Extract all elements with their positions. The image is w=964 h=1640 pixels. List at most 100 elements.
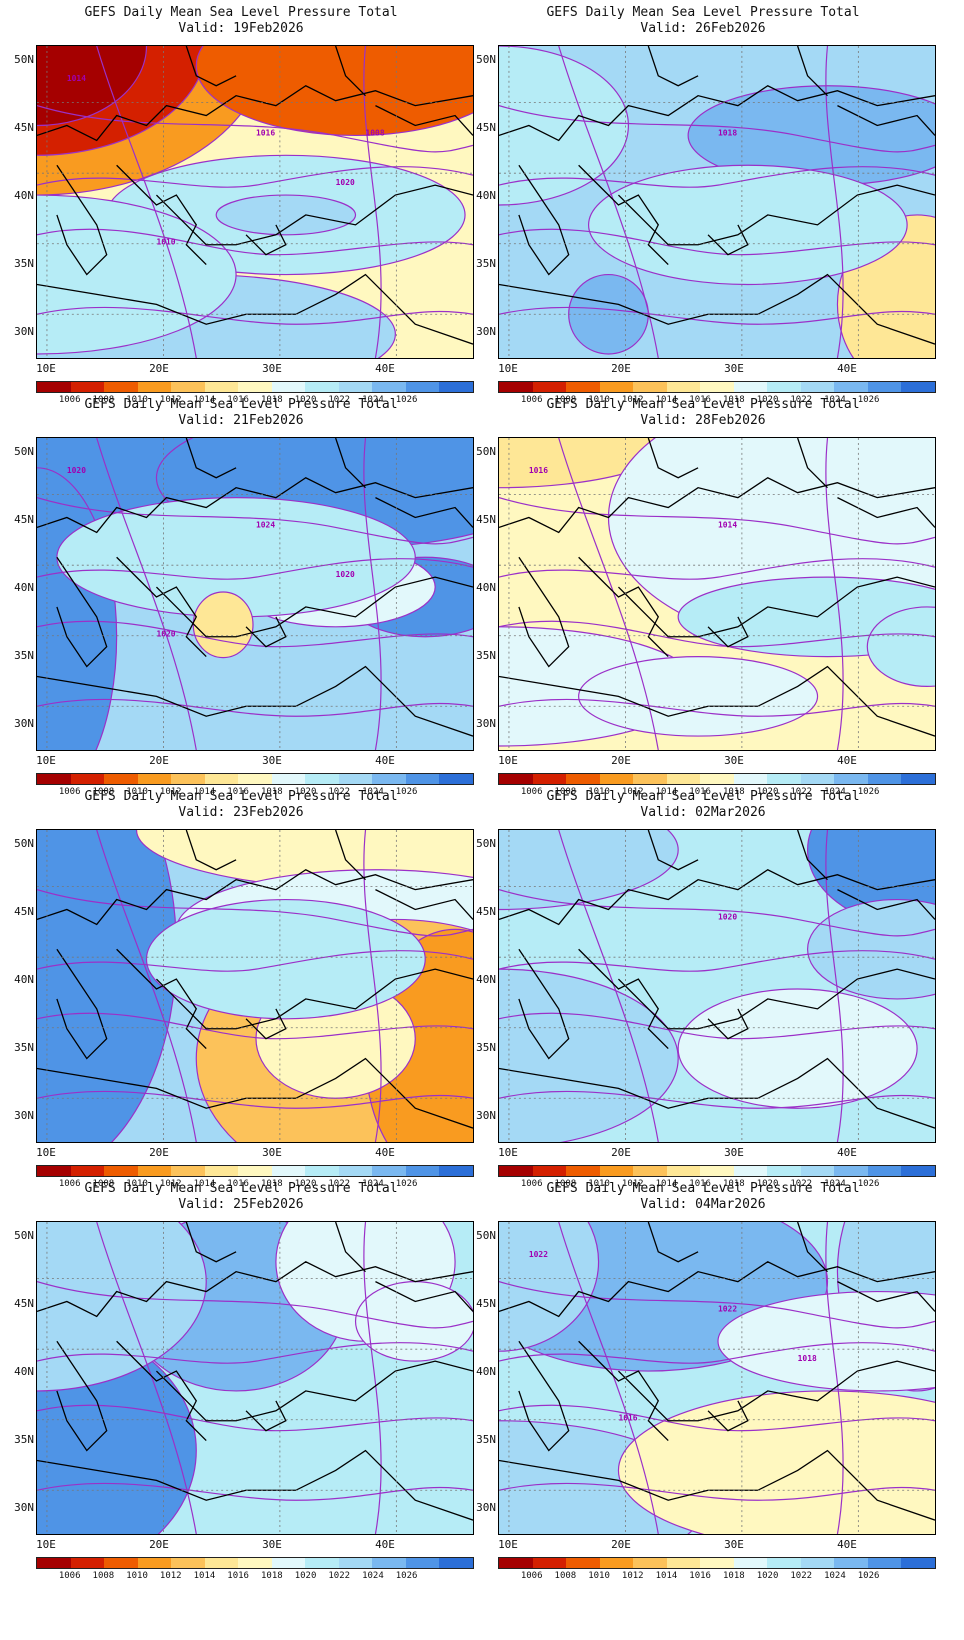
longitude-label: 20E [149,1146,169,1159]
colorbar-label: 1012 [159,1179,182,1189]
colorbar-swatch [271,382,306,392]
colorbar-label: 1010 [588,787,610,797]
isobar-label: 1020 [718,912,737,921]
colorbar-label: 1022 [328,1179,351,1189]
colorbar-swatch [372,382,406,392]
coastline [116,164,207,266]
colorbar-label: 1006 [58,1571,81,1581]
colorbar-swatch [599,1166,634,1176]
colorbar-label: 1012 [159,787,182,797]
colorbar-label: 1012 [621,787,644,797]
colorbar-label: 1014 [193,395,216,405]
colorbar-label: 1022 [790,1179,813,1189]
isobar-line [363,438,382,750]
colorbar-label: 1018 [261,1179,283,1189]
colorbar-label: 1006 [520,395,543,405]
coastline [499,1260,935,1318]
colorbar-label: 1012 [621,1571,644,1581]
colorbar-label: 1008 [554,1571,577,1581]
title-line: GEFS Daily Mean Sea Level Pressure Total [84,1181,398,1196]
isobar-line [499,228,935,256]
colorbar-swatch [800,1558,835,1568]
colorbar-label: 1016 [227,787,249,797]
colorbar-swatch [271,1166,306,1176]
isobar-label: 1016 [256,128,275,137]
colorbar-label: 1024 [362,1179,384,1189]
colorbar-swatch [633,1558,667,1568]
longitude-label: 20E [149,754,169,767]
colorbar-swatch [733,1166,768,1176]
latitude-label: 40N [476,189,496,202]
valid-date: Valid: 19Feb2026 [178,21,304,36]
longitude-label: 30E [724,754,744,767]
coastline [797,46,828,97]
coastline [617,968,935,1030]
longitude-label: 10E [498,754,518,767]
coastline [578,948,669,1050]
colorbar-label: 1026 [857,1571,880,1581]
isobar-line [499,105,935,153]
colorbar-label: 1012 [621,1179,644,1189]
isobar-label: 1008 [365,128,384,137]
coastline [647,438,699,479]
colorbar-label: 1024 [824,1179,846,1189]
map-panel: GEFS Daily Mean Sea Level Pressure Total… [0,784,482,1194]
isobar-line [499,1012,935,1040]
longitude-label: 30E [262,1146,282,1159]
colorbar-swatch [271,774,306,784]
panel-title: GEFS Daily Mean Sea Level Pressure Total… [0,1181,482,1213]
map-panel: GEFS Daily Mean Sea Level Pressure Total… [0,392,482,802]
colorbar [498,773,936,785]
colorbar-label: 1008 [92,395,115,405]
colorbar-label: 1008 [554,395,577,405]
colorbar-swatch [733,382,768,392]
colorbar-swatch [834,1166,868,1176]
colorbar-swatch [800,1166,835,1176]
colorbar-label: 1020 [756,787,779,797]
longitude-label: 40E [837,754,857,767]
pressure-contour-region [192,591,254,659]
coastline [578,1340,669,1442]
colorbar-swatch [70,382,105,392]
colorbar-swatch [733,774,768,784]
colorbar-swatch [901,774,935,784]
colorbar-swatch [137,382,172,392]
coastline [797,830,828,881]
colorbar-label: 1022 [328,395,351,405]
pressure-contour-region [499,46,629,206]
colorbar-swatch [405,774,440,784]
latitude-label: 40N [14,189,34,202]
colorbar-label: 1020 [294,787,317,797]
latitude-label: 35N [14,1433,34,1446]
longitude-label: 40E [375,1146,395,1159]
latitude-label: 45N [14,1297,34,1310]
latitude-label: 35N [14,257,34,270]
coastline [578,556,669,658]
colorbar-label: 1024 [824,787,846,797]
valid-date: Valid: 23Feb2026 [178,805,304,820]
colorbar [36,1165,474,1177]
coastline [245,224,287,256]
colorbar-label: 1006 [58,787,81,797]
latitude-label: 40N [14,581,34,594]
colorbar-label: 1018 [261,395,283,405]
isobar-line [499,497,935,545]
colorbar-swatch [204,1166,239,1176]
colorbar-label: 1020 [756,1179,779,1189]
isobar-line [499,1404,935,1432]
colorbar-label: 1012 [159,395,182,405]
colorbar-label: 1026 [395,1571,418,1581]
colorbar-label: 1018 [723,1571,745,1581]
colorbar-label: 1010 [588,395,610,405]
colorbar-swatch [867,774,902,784]
coastline [245,1008,287,1040]
coastline [518,1340,570,1452]
colorbar-swatch [137,774,172,784]
colorbar-swatch [532,382,567,392]
title-line: GEFS Daily Mean Sea Level Pressure Total [546,1181,860,1196]
coastline [375,889,473,920]
pressure-contour-region [499,438,679,489]
colorbar-label: 1024 [362,1571,384,1581]
colorbar-label: 1016 [689,1571,711,1581]
